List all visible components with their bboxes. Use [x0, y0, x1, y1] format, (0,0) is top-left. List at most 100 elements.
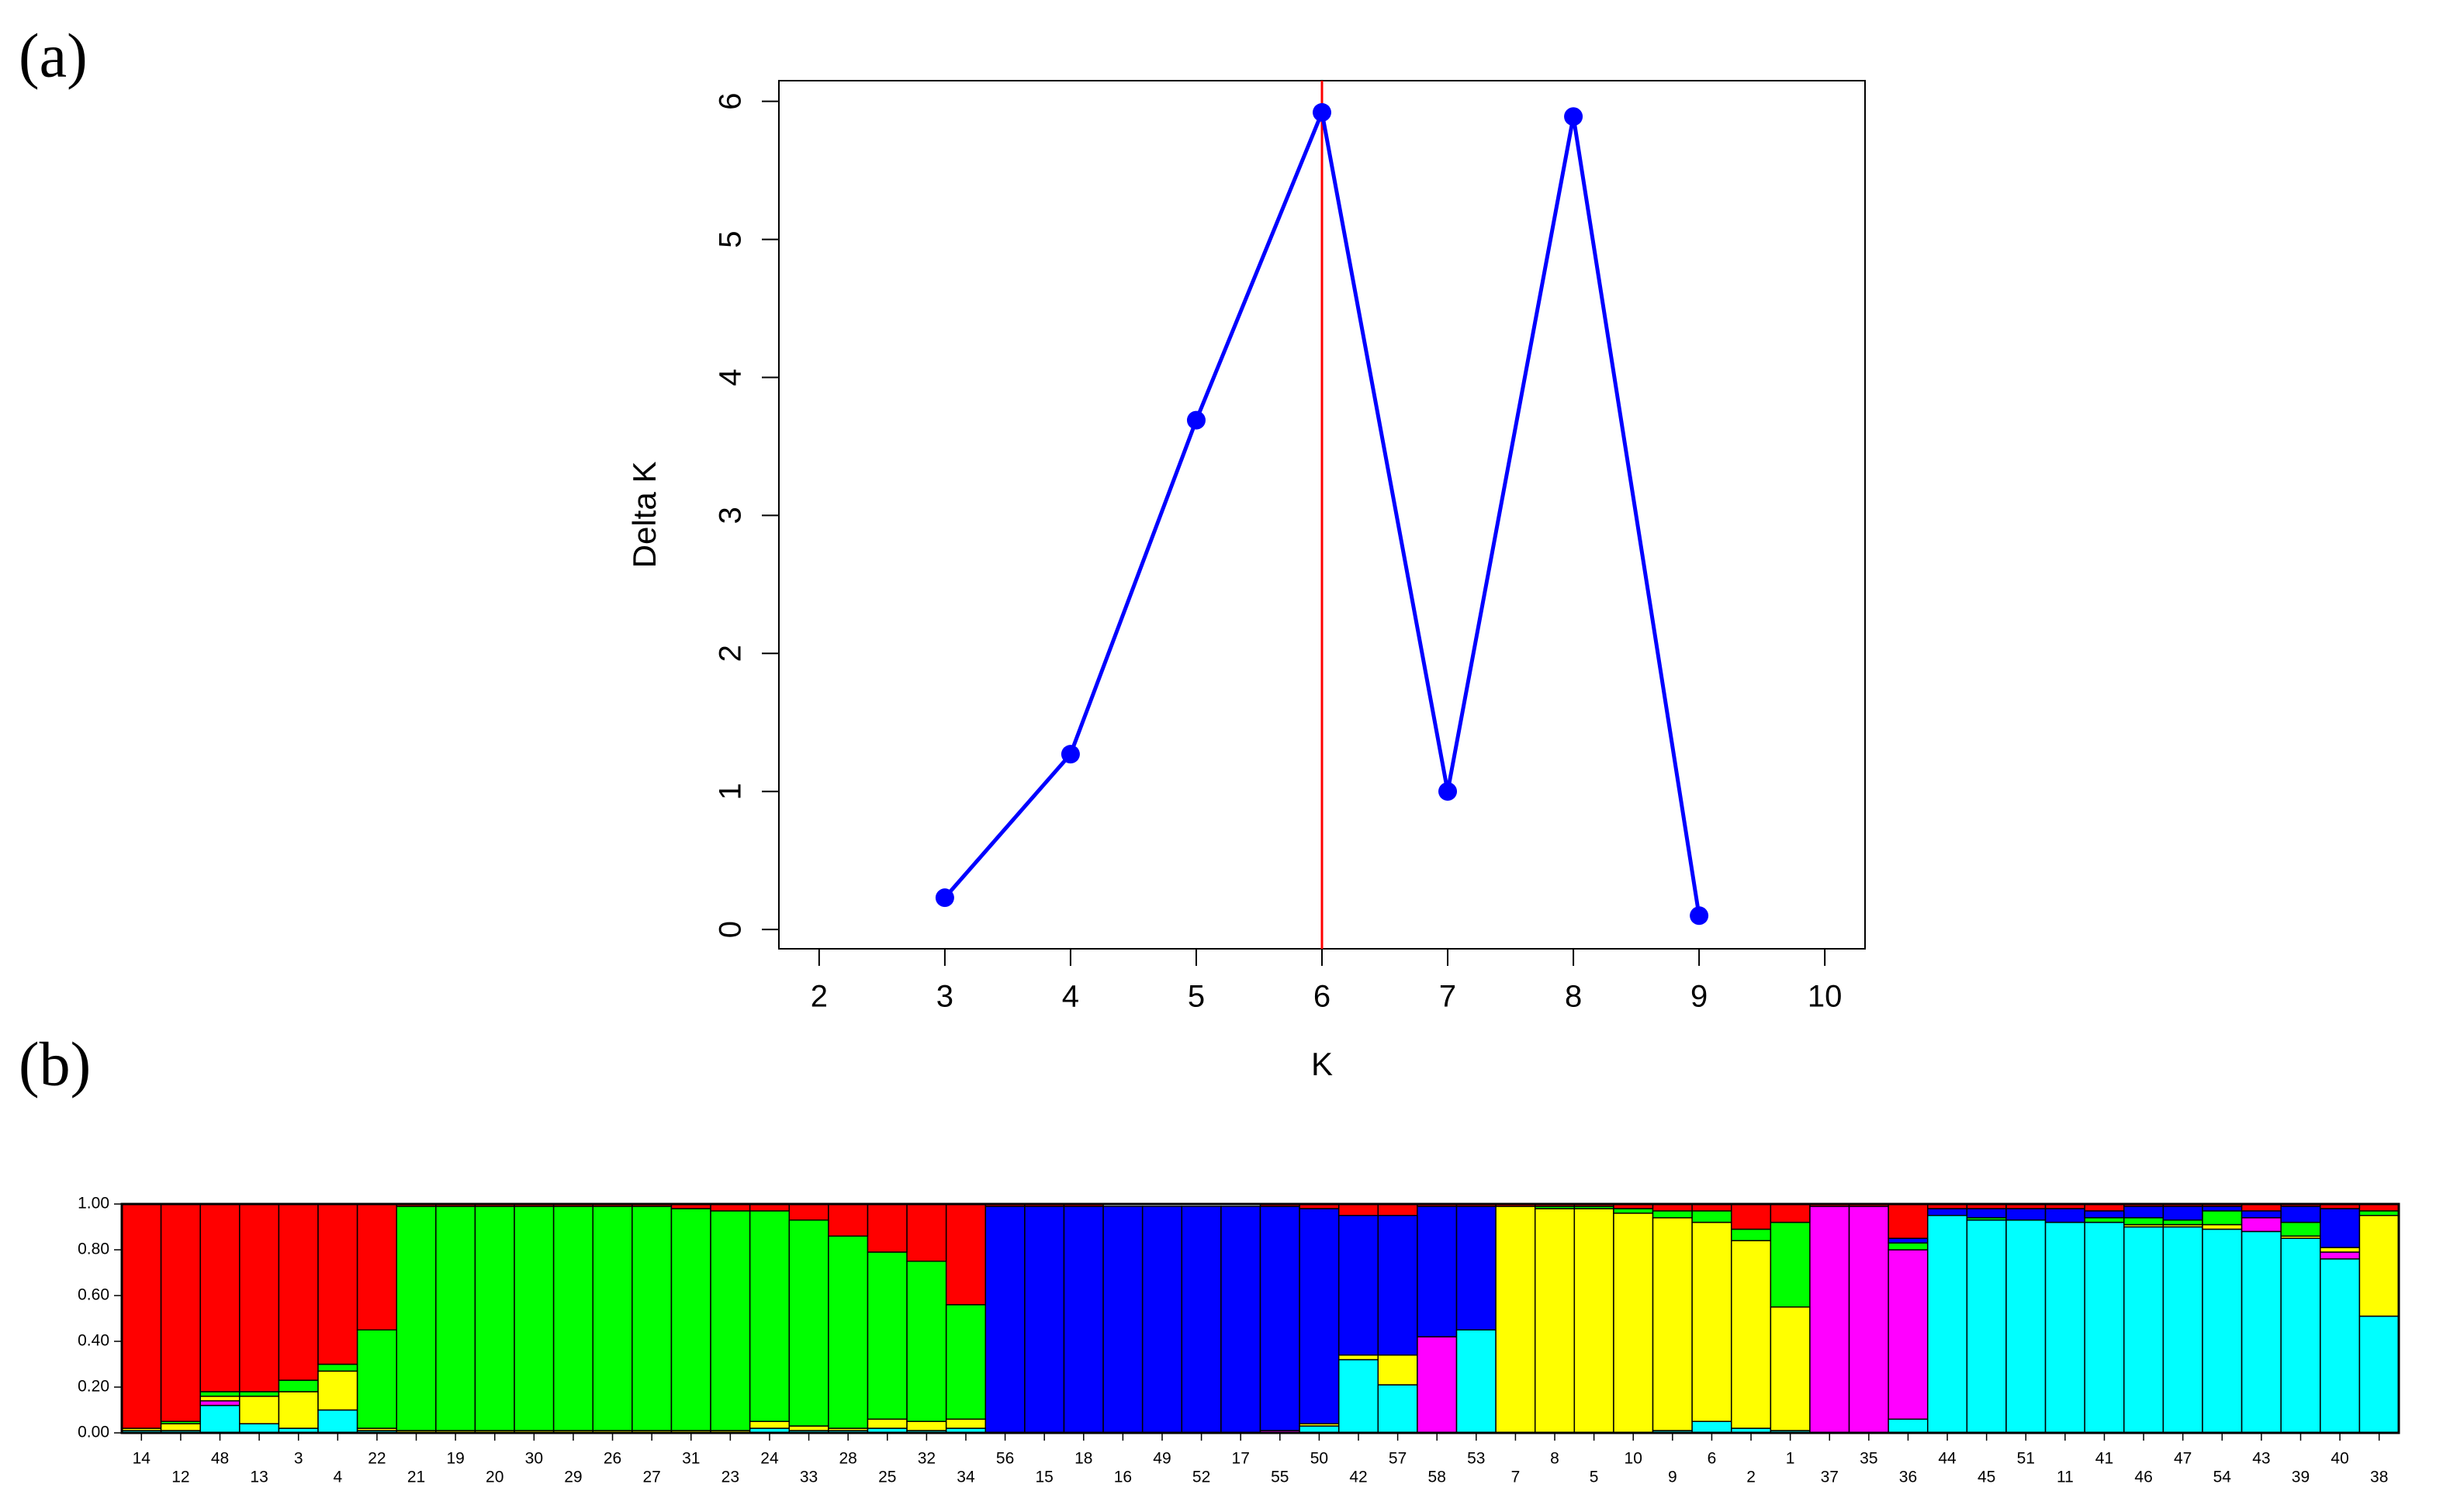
y-axis-label: Delta K: [626, 462, 663, 569]
x-tick-label: 22: [368, 1450, 386, 1468]
x-tick-label: 2: [1746, 1469, 1756, 1486]
bar-segment: [2044, 1221, 2085, 1434]
y-tick-label: 0.20: [78, 1378, 109, 1396]
bar-segment: [1063, 1206, 1104, 1434]
bar-segment: [1613, 1213, 1654, 1434]
bar-segment: [199, 1203, 240, 1393]
bar-segment: [2241, 1216, 2282, 1233]
x-tick-label: 21: [407, 1469, 425, 1486]
bar-segment: [867, 1418, 908, 1429]
bar-segment: [2358, 1315, 2400, 1434]
bar-segment: [317, 1409, 358, 1434]
bar-segment: [2162, 1226, 2203, 1434]
x-tick-label: 48: [211, 1450, 229, 1468]
y-tick-label: 0.60: [78, 1286, 109, 1304]
bar-segment: [1691, 1420, 1732, 1434]
x-tick-label: 36: [1899, 1469, 1917, 1486]
bar-segment: [1730, 1228, 1772, 1241]
bar-segment: [1770, 1221, 1811, 1308]
bar-segment: [1377, 1384, 1418, 1434]
x-tick-label: 6: [1313, 980, 1331, 1014]
y-tick-label: 2: [714, 645, 748, 662]
x-tick-label: 50: [1310, 1450, 1328, 1468]
bar-segment: [356, 1329, 397, 1429]
bar-segment: [2123, 1206, 2164, 1219]
x-tick-label: 10: [1625, 1450, 1642, 1468]
bar-segment: [906, 1420, 947, 1431]
x-tick-label: 24: [760, 1450, 779, 1468]
data-point: [1438, 782, 1458, 801]
bar-segment: [2084, 1221, 2125, 1434]
bar-segment: [592, 1206, 633, 1431]
bar-segment: [1888, 1203, 1929, 1239]
bar-segment: [2084, 1210, 2125, 1219]
bar-segment: [1534, 1208, 1576, 1434]
bar-segment: [1652, 1216, 1693, 1431]
bar-segment: [906, 1261, 947, 1422]
y-tick-label: 0.00: [78, 1424, 109, 1441]
x-tick-label: 35: [1860, 1450, 1877, 1468]
bar-segment: [356, 1203, 397, 1330]
x-tick-label: 3: [936, 980, 953, 1014]
bar-segment: [1337, 1358, 1379, 1434]
bar-segment: [474, 1206, 515, 1431]
x-tick-label: 42: [1349, 1469, 1367, 1486]
x-tick-label: 17: [1232, 1450, 1250, 1468]
bar-segment: [2280, 1206, 2321, 1223]
bar-segment: [1770, 1203, 1811, 1223]
bar-segment: [1730, 1203, 1772, 1230]
bar-segment: [710, 1210, 751, 1431]
bar-segment: [1220, 1206, 1261, 1434]
data-point: [1564, 107, 1583, 126]
x-tick-label: 1: [1786, 1450, 1795, 1468]
bar-segment: [2005, 1208, 2047, 1221]
bar-segment: [1573, 1208, 1614, 1434]
data-point: [1186, 410, 1206, 430]
bar-segment: [199, 1391, 240, 1397]
bar-segment: [1337, 1203, 1379, 1216]
bar-segment: [749, 1210, 791, 1422]
bar-segment: [1652, 1210, 1693, 1219]
x-tick-label: 4: [333, 1469, 342, 1486]
bar-segment: [2241, 1230, 2282, 1434]
x-tick-label: 7: [1439, 980, 1456, 1014]
bar-segment: [1809, 1206, 1850, 1434]
y-tick-label: 0.80: [78, 1240, 109, 1258]
x-tick-label: 55: [1271, 1469, 1289, 1486]
x-tick-label: 49: [1153, 1450, 1171, 1468]
x-tick-label: 30: [525, 1450, 543, 1468]
x-tick-label: 40: [2331, 1450, 2348, 1468]
bar-segment: [2358, 1210, 2400, 1216]
bar-segment: [2358, 1215, 2400, 1317]
x-tick-label: 34: [957, 1469, 975, 1486]
x-tick-label: 8: [1565, 980, 1582, 1014]
y-tick-label: 0: [714, 921, 748, 938]
y-tick-label: 3: [714, 507, 748, 524]
x-tick-label: 43: [2252, 1450, 2270, 1468]
bar-segment: [1613, 1208, 1654, 1214]
x-tick-label: 2: [811, 980, 828, 1014]
bar-segment: [1691, 1210, 1732, 1223]
x-tick-label: 45: [1978, 1469, 1995, 1486]
bar-segment: [317, 1363, 358, 1372]
bar-segment: [2320, 1251, 2361, 1260]
bar-segment: [945, 1203, 987, 1306]
bar-segment: [1377, 1203, 1418, 1216]
y-tick-label: 0.40: [78, 1332, 109, 1350]
y-tick-label: 4: [714, 368, 748, 386]
bar-segment: [199, 1396, 240, 1402]
bar-segment: [788, 1203, 829, 1221]
bar-segment: [317, 1203, 358, 1365]
bar-segment: [1417, 1206, 1458, 1337]
x-axis-label: K: [1311, 1046, 1333, 1082]
bar-segment: [1259, 1206, 1300, 1431]
x-tick-label: 5: [1590, 1469, 1599, 1486]
bar-segment: [2320, 1258, 2361, 1434]
x-tick-label: 9: [1690, 980, 1708, 1014]
x-tick-label: 44: [1938, 1450, 1957, 1468]
bar-segment: [2280, 1221, 2321, 1237]
x-tick-label: 5: [1188, 980, 1205, 1014]
bar-segment: [1770, 1306, 1811, 1431]
bar-segment: [632, 1206, 673, 1431]
